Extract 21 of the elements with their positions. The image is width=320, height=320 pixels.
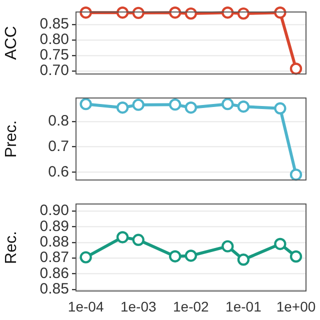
- y-tick-label: 0.6: [48, 163, 69, 180]
- y-tick-label: 0.8: [48, 112, 69, 130]
- x-tick-label: 1e-01: [226, 298, 262, 314]
- y-axis-title: ACC: [3, 26, 20, 60]
- y-tick-label: 0.7: [48, 138, 69, 155]
- y-tick-label: 0.89: [40, 218, 69, 235]
- x-tick-label: 1e-03: [120, 298, 156, 314]
- y-axis-title: Rec.: [3, 231, 20, 264]
- x-tick-label: 1e-04: [68, 298, 104, 314]
- y-tick-label: 0.85: [40, 280, 69, 298]
- y-axis-title: Prec.: [3, 120, 20, 158]
- x-tick-label: 1e-02: [173, 298, 210, 314]
- x-tick-label: 1e+00: [276, 298, 316, 314]
- y-tick-label: 0.75: [40, 46, 69, 64]
- y-tick-label: 0.85: [40, 16, 69, 33]
- y-tick-label: 0.80: [40, 31, 69, 48]
- y-tick-label: 0.88: [40, 234, 69, 251]
- y-tick-label: 0.87: [40, 249, 69, 266]
- y-tick-label: 0.90: [40, 202, 69, 220]
- y-tick-label: 0.86: [40, 264, 69, 282]
- y-tick-label: 0.70: [40, 62, 69, 80]
